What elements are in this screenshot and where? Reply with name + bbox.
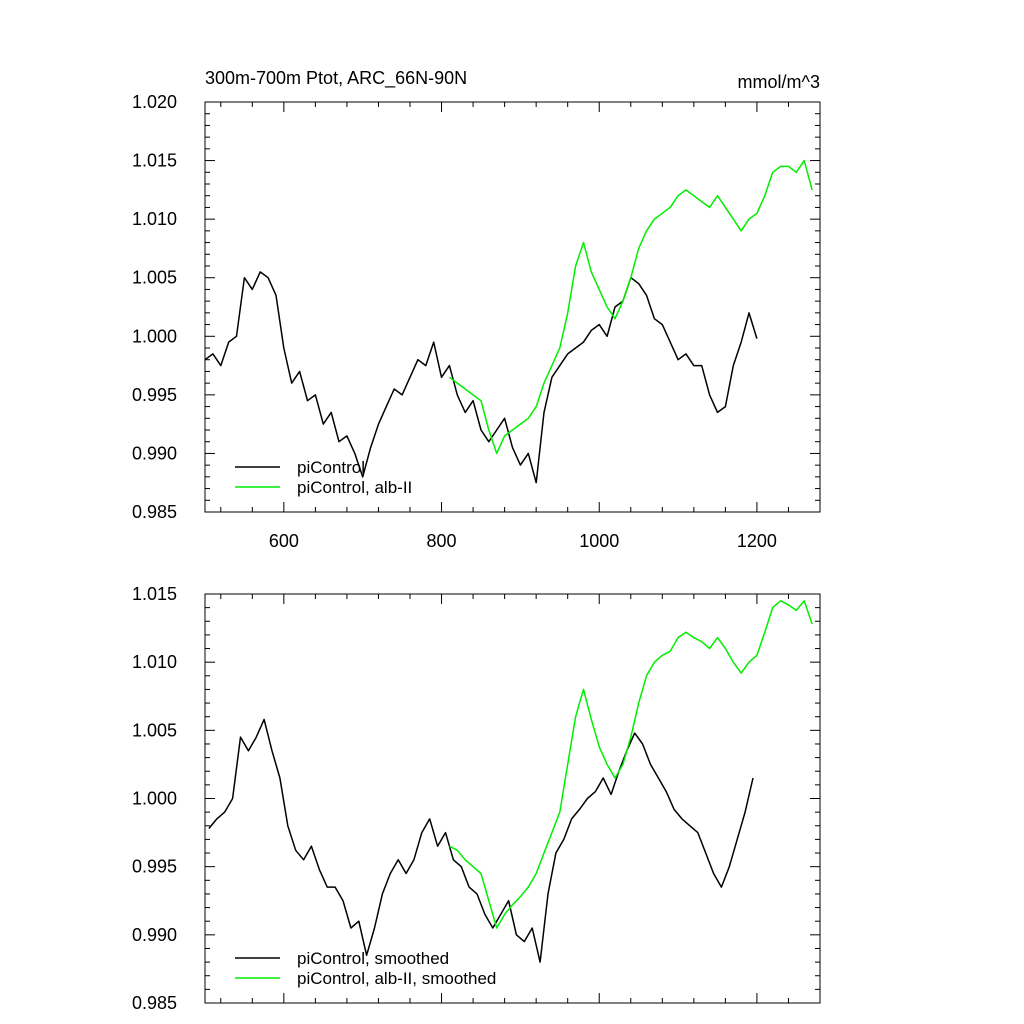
legend-label: piControl, alb-II, smoothed: [297, 969, 496, 988]
bottom-panel: 0.985 0.990 0.995 1.000 1.005 1.010 1.015 piCon…: [132, 584, 821, 1013]
legend-label: piControl, alb-II: [297, 478, 412, 497]
y-tick-label: 1.015: [132, 151, 177, 171]
y-tick-label: 1.010: [132, 652, 177, 672]
y-tick-label: 0.985: [132, 993, 177, 1013]
y-tick-label: 1.000: [132, 326, 177, 346]
y-tick-label: 1.005: [132, 268, 177, 288]
top-panel: 600 800 1000 1200 0.985 0.990 0.995 1.000 1.005 1…: [132, 68, 821, 551]
plot-frame: [204, 593, 821, 1004]
y-tick-label: 1.020: [132, 92, 177, 112]
series-line-alb-ii: [448, 159, 813, 455]
x-tick-label: 600: [269, 531, 299, 551]
units-label: mmol/m^3: [738, 72, 820, 92]
y-tick-label: 0.985: [132, 502, 177, 522]
x-tick-label: 800: [427, 531, 457, 551]
y-tick-label: 1.015: [132, 584, 177, 604]
y-tick-label: 0.990: [132, 925, 177, 945]
y-tick-label: 0.990: [132, 443, 177, 463]
y-tick-label: 0.995: [132, 857, 177, 877]
y-tick-label: 1.010: [132, 209, 177, 229]
series-line-alb-ii: [449, 600, 813, 929]
series-line-picontrol: [204, 271, 758, 484]
x-tick-label: 1200: [737, 531, 777, 551]
legend-label: piControl: [297, 458, 365, 477]
y-tick-label: 1.005: [132, 720, 177, 740]
y-tick-label: 1.000: [132, 789, 177, 809]
chart-title: 300m-700m Ptot, ARC_66N-90N: [205, 68, 467, 89]
legend-label: piControl, smoothed: [297, 949, 449, 968]
x-tick-label: 1000: [579, 531, 619, 551]
plot-frame: [204, 101, 821, 513]
y-tick-label: 0.995: [132, 385, 177, 405]
series-line-picontrol: [208, 718, 754, 963]
